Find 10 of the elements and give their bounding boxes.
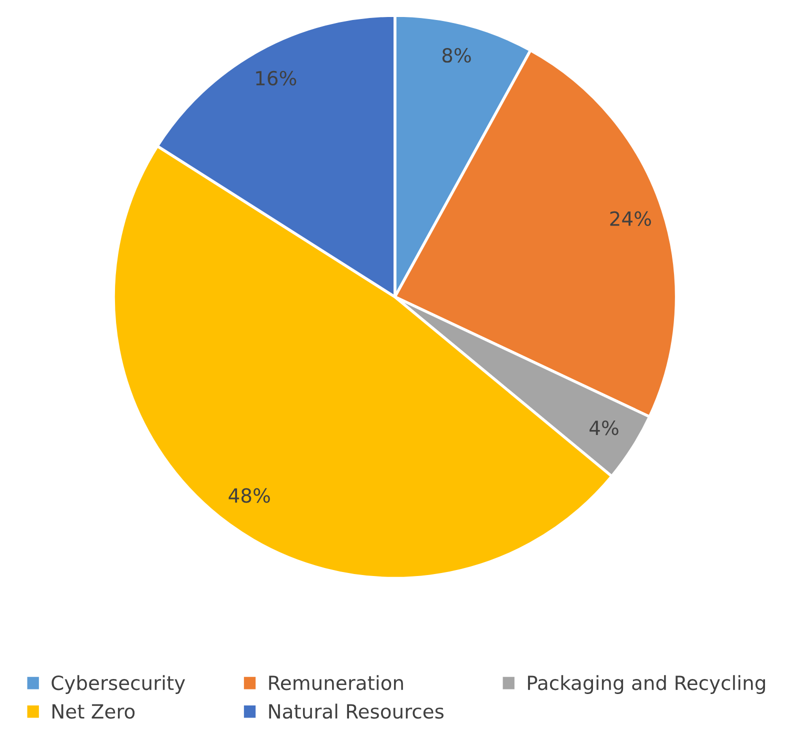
data-label: 4% — [590, 420, 618, 436]
data-label: 48% — [228, 488, 270, 503]
legend-label: Net Zero — [52, 704, 135, 719]
data-label: 8% — [442, 48, 471, 63]
data-label: 16% — [256, 70, 296, 86]
data-label: 24% — [610, 211, 651, 226]
legend-label: Packaging and Recycling — [528, 675, 765, 694]
legend-label: Cybersecurity — [52, 675, 186, 694]
legend-label: Remuneration — [269, 675, 403, 690]
legend-label: Natural Resources — [269, 704, 444, 719]
